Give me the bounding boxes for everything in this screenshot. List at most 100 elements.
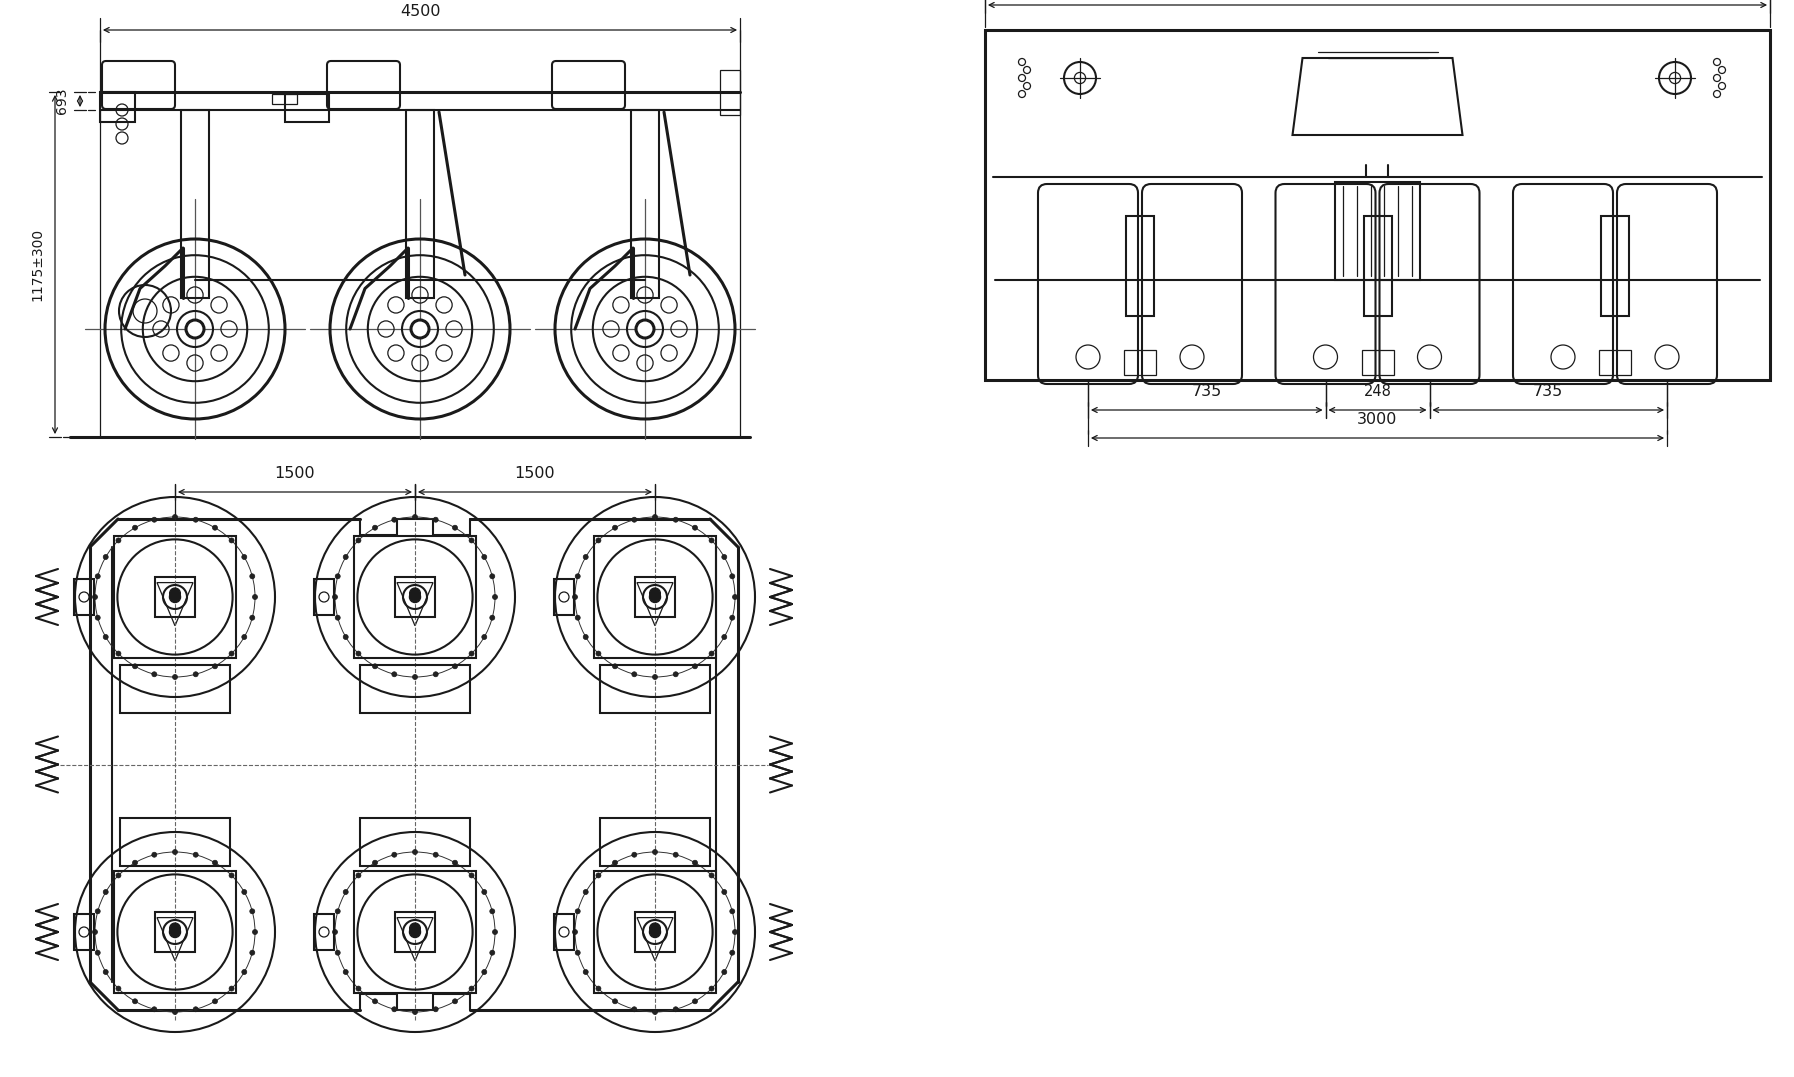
Circle shape — [483, 634, 486, 640]
Bar — [181, 110, 208, 297]
Circle shape — [152, 517, 156, 522]
Circle shape — [583, 969, 588, 975]
Bar — [1363, 216, 1392, 317]
Circle shape — [212, 663, 217, 669]
Circle shape — [709, 987, 714, 991]
Circle shape — [483, 969, 486, 975]
Circle shape — [249, 615, 255, 620]
Bar — [594, 871, 716, 993]
Circle shape — [649, 591, 660, 603]
Text: 693: 693 — [56, 87, 68, 114]
Circle shape — [452, 998, 457, 1004]
Circle shape — [596, 652, 601, 656]
Bar — [719, 70, 739, 115]
Bar — [405, 110, 434, 297]
Circle shape — [413, 850, 418, 854]
Circle shape — [653, 850, 657, 854]
Circle shape — [730, 615, 736, 620]
Circle shape — [631, 672, 637, 676]
Bar — [115, 536, 237, 658]
Circle shape — [468, 652, 474, 656]
Circle shape — [335, 909, 341, 913]
Text: 248: 248 — [1363, 384, 1392, 398]
Circle shape — [452, 861, 457, 865]
Circle shape — [721, 555, 727, 559]
Circle shape — [413, 515, 418, 519]
Circle shape — [194, 1007, 197, 1011]
Bar — [353, 871, 475, 993]
Bar — [1335, 182, 1421, 280]
Bar — [631, 110, 658, 297]
Circle shape — [104, 890, 108, 895]
Circle shape — [212, 861, 217, 865]
Circle shape — [432, 517, 438, 522]
Circle shape — [93, 929, 97, 935]
Circle shape — [95, 909, 100, 913]
Circle shape — [409, 588, 420, 599]
Circle shape — [596, 873, 601, 878]
Circle shape — [612, 861, 617, 865]
Circle shape — [391, 672, 396, 676]
Bar — [554, 579, 574, 615]
Circle shape — [732, 929, 737, 935]
Circle shape — [104, 634, 108, 640]
Circle shape — [172, 1009, 178, 1015]
Circle shape — [391, 852, 396, 857]
Circle shape — [583, 555, 588, 559]
Circle shape — [490, 950, 495, 955]
Circle shape — [653, 1009, 657, 1015]
Circle shape — [468, 537, 474, 543]
Circle shape — [190, 323, 201, 334]
Circle shape — [355, 873, 361, 878]
Circle shape — [493, 929, 497, 935]
Circle shape — [409, 926, 420, 938]
Circle shape — [355, 987, 361, 991]
Circle shape — [649, 923, 660, 934]
Circle shape — [576, 574, 579, 578]
Circle shape — [673, 672, 678, 676]
Circle shape — [332, 595, 337, 600]
Text: 3000: 3000 — [1358, 412, 1398, 426]
Circle shape — [709, 537, 714, 543]
Circle shape — [212, 998, 217, 1004]
Circle shape — [730, 950, 736, 955]
Circle shape — [373, 861, 377, 865]
Circle shape — [332, 929, 337, 935]
Circle shape — [576, 615, 579, 620]
Circle shape — [343, 969, 348, 975]
Circle shape — [117, 537, 120, 543]
Bar — [1600, 216, 1629, 317]
Circle shape — [673, 517, 678, 522]
Bar — [115, 871, 237, 993]
Circle shape — [468, 873, 474, 878]
Circle shape — [596, 537, 601, 543]
Circle shape — [355, 652, 361, 656]
Circle shape — [117, 873, 120, 878]
Circle shape — [721, 890, 727, 895]
Circle shape — [212, 526, 217, 530]
Bar — [361, 819, 470, 866]
Circle shape — [355, 537, 361, 543]
Circle shape — [432, 852, 438, 857]
Circle shape — [133, 663, 138, 669]
Bar — [635, 912, 675, 952]
Bar — [395, 577, 434, 617]
Bar — [1127, 216, 1154, 317]
Bar — [599, 665, 710, 713]
Circle shape — [692, 861, 698, 865]
Bar — [285, 94, 328, 122]
Circle shape — [194, 672, 197, 676]
Bar — [74, 579, 93, 615]
Bar — [1598, 350, 1631, 375]
Circle shape — [249, 950, 255, 955]
Circle shape — [95, 615, 100, 620]
Circle shape — [631, 852, 637, 857]
Circle shape — [249, 574, 255, 578]
Circle shape — [493, 595, 497, 600]
Circle shape — [730, 909, 736, 913]
Circle shape — [391, 1007, 396, 1011]
Circle shape — [637, 320, 655, 338]
Circle shape — [172, 850, 178, 854]
Circle shape — [391, 517, 396, 522]
Circle shape — [95, 950, 100, 955]
